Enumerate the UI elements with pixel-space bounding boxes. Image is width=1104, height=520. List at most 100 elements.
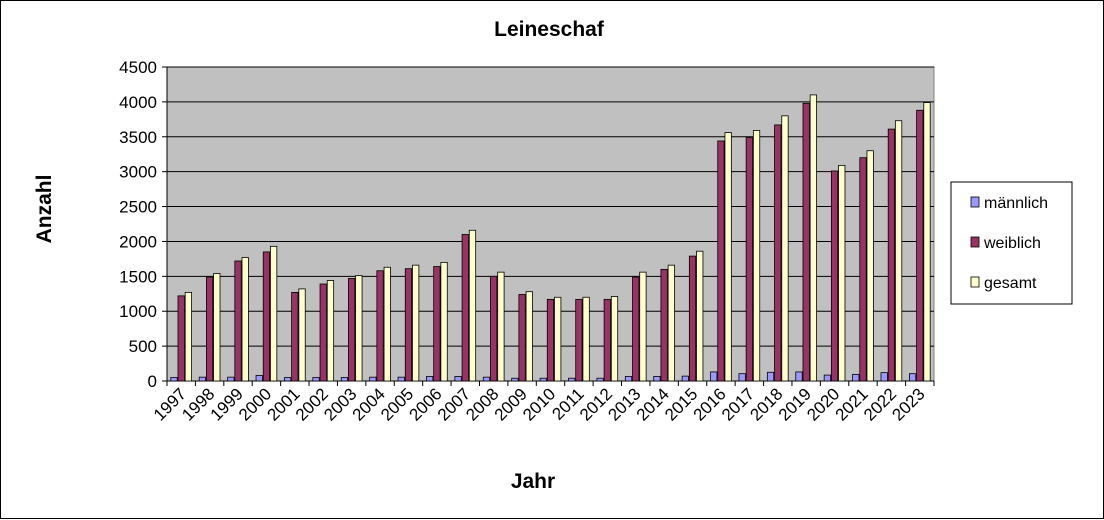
bar-gesamt-2001 xyxy=(298,288,306,382)
bar-gesamt-2012 xyxy=(610,296,619,382)
bar-männlich-1999 xyxy=(227,376,235,382)
y-tick-label: 4000 xyxy=(119,93,157,112)
plot-area: 0500100015002000250030003500400045001997… xyxy=(119,58,935,425)
bar-männlich-2013 xyxy=(624,376,633,382)
bar-männlich-2023 xyxy=(909,373,917,382)
bar-männlich-2016 xyxy=(710,371,718,382)
bar-weiblich-2017 xyxy=(745,137,753,382)
bar-männlich-2011 xyxy=(568,377,576,382)
bar-weiblich-2004 xyxy=(376,270,384,382)
bar-weiblich-2005 xyxy=(404,268,413,382)
bar-weiblich-2019 xyxy=(802,102,810,382)
legend-label: weiblich xyxy=(983,235,1041,252)
bar-gesamt-2006 xyxy=(440,261,448,382)
bar-gesamt-2021 xyxy=(866,150,874,382)
bar-gesamt-2014 xyxy=(667,264,675,382)
x-axis-title: Jahr xyxy=(511,470,555,493)
bar-weiblich-2013 xyxy=(632,276,640,382)
bar-männlich-2005 xyxy=(397,376,405,382)
bar-gesamt-1997 xyxy=(184,291,192,382)
bar-männlich-2012 xyxy=(596,377,604,382)
chart-title: Leineschaf xyxy=(494,18,605,41)
legend-swatch-gesamt xyxy=(970,276,980,288)
bar-gesamt-2016 xyxy=(724,132,732,382)
bar-weiblich-2022 xyxy=(887,128,895,382)
y-tick-label: 2000 xyxy=(119,232,157,251)
bar-männlich-2014 xyxy=(653,376,661,382)
bar-männlich-2009 xyxy=(511,377,519,382)
bar-weiblich-2023 xyxy=(916,109,924,382)
y-tick-label: 4500 xyxy=(119,58,157,77)
bar-weiblich-2009 xyxy=(518,294,526,382)
y-tick-label: 3000 xyxy=(119,163,157,182)
bar-weiblich-2014 xyxy=(660,268,668,382)
bar-weiblich-2006 xyxy=(433,266,441,382)
bar-männlich-2018 xyxy=(766,371,775,382)
bar-weiblich-2010 xyxy=(546,298,555,382)
y-axis-title: Anzahl xyxy=(33,175,56,244)
bar-gesamt-2009 xyxy=(525,291,533,382)
bar-männlich-2010 xyxy=(539,377,547,382)
legend-label: gesamt xyxy=(984,275,1037,292)
y-tick-label: 0 xyxy=(148,372,157,391)
bar-gesamt-2015 xyxy=(696,250,704,382)
bar-weiblich-2001 xyxy=(291,291,299,382)
bar-weiblich-1998 xyxy=(206,276,214,382)
bar-weiblich-2015 xyxy=(688,255,697,382)
bar-weiblich-2007 xyxy=(461,234,469,382)
bar-weiblich-2003 xyxy=(348,278,356,382)
bar-gesamt-2020 xyxy=(838,164,846,382)
bar-gesamt-2008 xyxy=(497,271,505,382)
bar-männlich-2021 xyxy=(852,373,860,382)
y-tick-label: 3500 xyxy=(119,128,157,147)
bar-männlich-2004 xyxy=(369,376,377,382)
bar-weiblich-2018 xyxy=(774,124,782,382)
bar-gesamt-2000 xyxy=(270,245,278,382)
bar-gesamt-2018 xyxy=(781,115,789,382)
bar-gesamt-2023 xyxy=(923,102,931,382)
bar-weiblich-2011 xyxy=(575,298,583,382)
bar-weiblich-1997 xyxy=(177,295,185,382)
bar-männlich-2020 xyxy=(823,374,831,382)
y-tick-label: 2500 xyxy=(119,198,157,217)
bar-gesamt-2011 xyxy=(582,296,590,382)
bar-gesamt-1999 xyxy=(241,257,249,382)
bar-männlich-2006 xyxy=(426,376,434,382)
bar-weiblich-2002 xyxy=(319,283,327,382)
bar-männlich-2007 xyxy=(454,376,462,382)
bar-weiblich-1999 xyxy=(234,260,242,382)
y-tick-label: 1500 xyxy=(119,267,157,286)
bar-männlich-2022 xyxy=(880,372,888,382)
x-tick-label: 2023 xyxy=(888,384,928,424)
bar-gesamt-2002 xyxy=(326,280,335,382)
bar-männlich-2003 xyxy=(340,377,349,382)
bar-weiblich-2000 xyxy=(262,251,271,382)
legend-label: männlich xyxy=(984,195,1048,212)
bar-gesamt-1998 xyxy=(213,273,221,382)
bar-männlich-1998 xyxy=(198,376,207,382)
legend: männlich weiblich gesamt xyxy=(950,181,1073,305)
bar-weiblich-2012 xyxy=(603,298,611,382)
bar-gesamt-2010 xyxy=(554,296,562,382)
bar-männlich-1997 xyxy=(170,377,178,382)
legend-swatch-weiblich xyxy=(970,236,980,248)
bar-männlich-2015 xyxy=(681,375,689,382)
bar-gesamt-2007 xyxy=(468,229,477,382)
legend-swatch-männlich xyxy=(970,196,980,208)
bar-männlich-2000 xyxy=(255,375,263,382)
bar-gesamt-2013 xyxy=(639,271,647,382)
bar-gesamt-2019 xyxy=(809,94,817,382)
bar-weiblich-2016 xyxy=(717,140,725,382)
bar-gesamt-2004 xyxy=(383,266,391,382)
bar-männlich-2017 xyxy=(738,373,746,382)
bar-männlich-2008 xyxy=(482,376,491,382)
y-tick-label: 500 xyxy=(129,337,157,356)
bar-gesamt-2005 xyxy=(412,264,420,382)
bar-weiblich-2021 xyxy=(859,157,867,382)
bar-männlich-2001 xyxy=(284,377,292,382)
bar-weiblich-2008 xyxy=(490,275,498,382)
bar-weiblich-2020 xyxy=(830,170,839,382)
bar-gesamt-2022 xyxy=(894,120,903,382)
